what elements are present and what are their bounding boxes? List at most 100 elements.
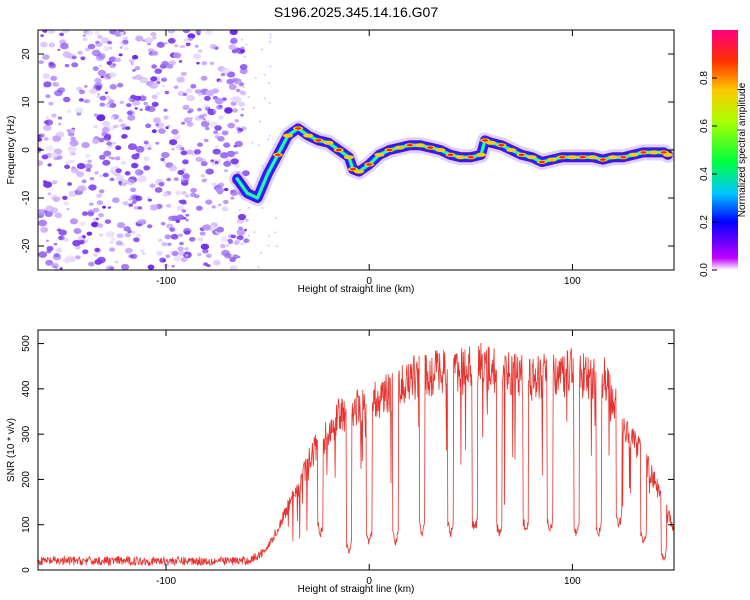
spectrogram-ylabel: Frequency (Hz) [6,116,17,185]
y-tick-label: 500 [21,335,32,352]
noise-blob [64,63,70,68]
noise-blob [97,93,101,96]
noise-blob [185,213,190,217]
noise-blob [151,50,159,56]
noise-blob [104,91,109,95]
noise-blob [124,232,131,238]
ridge-peak-core [559,156,566,159]
x-tick-label: -100 [156,276,176,287]
noise-blob [128,198,132,201]
noise-blob [150,32,157,37]
noise-blob [221,206,229,212]
noise-blob [98,233,104,237]
noise-speck [269,40,271,43]
noise-blob [99,95,107,101]
noise-blob [190,192,197,198]
noise-blob [104,133,111,139]
snr-frame [37,329,675,571]
noise-blob [94,77,102,84]
noise-blob [203,262,209,267]
noise-speck [268,101,271,104]
noise-blob [116,124,120,128]
noise-blob [240,46,245,50]
noise-blob [134,107,138,110]
noise-blob [240,90,245,94]
noise-blob [205,30,213,35]
noise-blob [58,229,67,236]
noise-blob [167,242,172,246]
noise-blob [121,134,128,139]
noise-speck [244,55,246,58]
noise-blob [202,117,206,121]
ridge-trace [229,120,674,206]
noise-blob [201,178,207,183]
noise-blob [195,156,203,163]
noise-blob [149,204,159,211]
noise-blob [162,160,167,164]
noise-blob [225,244,230,247]
noise-blob [38,209,45,216]
ridge-peak [526,155,537,160]
noise-blob [161,242,168,247]
ridge-peak-core [447,153,454,156]
noise-blob [194,149,201,155]
noise-blob [84,163,93,170]
noise-blob [44,119,54,126]
noise-speck [238,209,241,212]
noise-blob [245,218,249,222]
noise-blob [78,98,84,102]
noise-blob [50,75,58,81]
colorbar-tick-label: 0.6 [699,119,710,133]
noise-blob [47,192,52,196]
noise-blob [82,249,89,255]
noise-blob [139,108,143,111]
noise-blob [45,205,54,212]
noise-blob [134,66,141,71]
noise-blob [235,238,241,243]
noise-blob [108,56,117,63]
noise-blob [182,216,187,220]
colorbar-ticks: 0.0 0.2 0.4 0.6 0.8 [699,71,717,277]
noise-blob [57,87,66,93]
noise-blob [82,37,88,42]
noise-blob [99,102,106,107]
ridge-peak [374,152,385,157]
noise-blob [216,226,225,233]
noise-blob [221,67,231,75]
noise-blob [164,42,168,45]
noise-blob [168,164,178,172]
noise-blob [53,242,58,246]
noise-speck [260,251,262,254]
y-tick-label: -10 [21,190,32,205]
noise-blob [228,255,232,258]
ridge-peak-core [660,151,667,154]
noise-blob [47,163,52,167]
noise-blob [57,228,62,232]
noise-blob [221,130,229,136]
noise-blob [66,129,71,133]
noise-blob [115,156,121,161]
noise-speck [259,120,262,123]
ridge-peak [587,155,598,160]
noise-blob [156,91,161,96]
noise-blob [104,219,112,225]
noise-speck [257,266,260,269]
noise-blob [122,36,129,41]
noise-blob [50,113,57,118]
noise-blob [169,227,176,232]
noise-blob [228,84,237,90]
noise-blob [143,101,148,106]
noise-blob [112,141,116,145]
noise-blob [177,250,185,256]
noise-blob [42,54,50,60]
noise-blob [167,124,171,128]
snr-series-line [38,342,674,567]
noise-blob [176,76,185,83]
noise-blob [42,73,50,79]
ridge-peak [486,140,497,145]
noise-blob [136,36,140,39]
noise-blob [87,211,94,217]
x-tick-label: 0 [366,276,372,287]
